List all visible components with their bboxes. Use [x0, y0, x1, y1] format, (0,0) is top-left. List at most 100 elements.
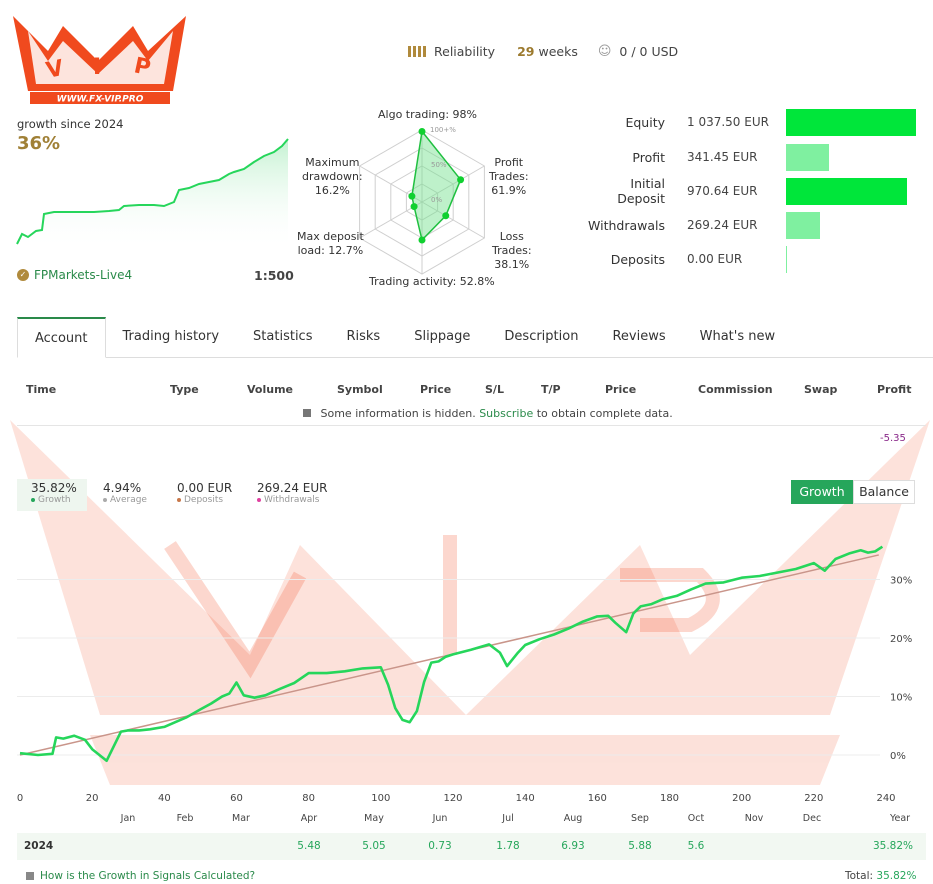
column-header[interactable]: T/P: [541, 383, 561, 396]
svg-text:I: I: [93, 55, 101, 80]
tab-what-s-new[interactable]: What's new: [699, 329, 776, 344]
equity-row-value: 341.45 EUR: [687, 150, 758, 164]
legend-withdrawals-value: 269.24 EUR: [257, 481, 328, 495]
month-value: 5.6: [687, 840, 705, 852]
column-header[interactable]: Commission: [698, 383, 773, 396]
balance-button[interactable]: Balance: [853, 480, 915, 504]
month-value: 0.73: [428, 840, 452, 852]
legend-average[interactable]: Average: [103, 495, 147, 505]
month-value: 5.05: [362, 840, 386, 852]
legend-growth-highlight: [17, 479, 87, 511]
radar-point: [457, 176, 465, 184]
tab-trading-history[interactable]: Trading history: [122, 329, 220, 344]
y-tick-label: 30%: [890, 576, 912, 587]
lock-icon: [303, 409, 311, 417]
tab-risks[interactable]: Risks: [346, 329, 381, 344]
column-header[interactable]: Volume: [247, 383, 293, 396]
hidden-info-text-2: to obtain complete data.: [536, 407, 673, 420]
equity-row-value: 970.64 EUR: [687, 184, 758, 198]
legend-average-value: 4.94%: [103, 481, 142, 495]
column-header[interactable]: Profit: [877, 383, 912, 396]
table-divider: [17, 425, 926, 426]
legend-withdrawals[interactable]: Withdrawals: [257, 495, 319, 505]
equity-row: Withdrawals 269.24 EUR: [580, 211, 925, 239]
radar-tick-0: 0%: [431, 196, 442, 204]
year-row: [17, 833, 926, 860]
site-logo: V I P WWW.FX-VIP.PRO: [13, 16, 186, 105]
column-header[interactable]: Swap: [804, 383, 838, 396]
month-value: 1.78: [496, 840, 520, 852]
tab-bar: Account Trading history Statistics Risks Sli…: [17, 317, 933, 358]
month-label: Jun: [432, 813, 448, 824]
x-tick-label: 200: [732, 793, 751, 804]
tab-account[interactable]: Account: [17, 317, 106, 358]
x-tick-label: 0: [17, 793, 23, 804]
equity-row-bar: [786, 211, 820, 239]
column-header[interactable]: Price: [420, 383, 452, 396]
month-label: Nov: [744, 813, 764, 824]
leverage-value: 1:500: [254, 268, 294, 283]
radar-label-activity: Trading activity: 52.8%: [369, 275, 495, 288]
svg-text:V: V: [44, 56, 66, 84]
tab-slippage[interactable]: Slippage: [414, 329, 471, 344]
radar-axis: [421, 165, 485, 203]
x-tick-label: 120: [443, 793, 462, 804]
svg-text:P: P: [132, 53, 153, 81]
y-tick-label: 0%: [890, 751, 906, 762]
radar-label-loss: Loss Trades: 38.1%: [492, 230, 532, 271]
verified-shield-icon: ✓: [17, 269, 29, 281]
x-tick-label: 60: [230, 793, 243, 804]
month-label: Year: [889, 813, 911, 824]
y-tick-label: 10%: [890, 693, 912, 704]
growth-series-line: [19, 545, 884, 763]
x-tick-label: 40: [158, 793, 171, 804]
equity-row-label: Profit: [632, 149, 665, 165]
year-label: 2024: [24, 840, 54, 852]
radar-point: [442, 212, 450, 220]
equity-row: Equity 1 037.50 EUR: [580, 108, 925, 136]
legend-deposits-value: 0.00 EUR: [177, 481, 233, 495]
equity-row: Profit 341.45 EUR: [580, 143, 925, 171]
month-label: Jan: [120, 813, 136, 824]
growth-since-label: growth since 2024: [17, 117, 124, 131]
growth-calc-link[interactable]: How is the Growth in Signals Calculated?: [26, 870, 255, 882]
y-tick-label: 20%: [890, 634, 912, 645]
equity-row-bar: [786, 177, 907, 205]
tab-reviews[interactable]: Reviews: [612, 329, 666, 344]
weeks-value: 29: [517, 44, 535, 59]
broker-name: FPMarkets-Live4: [34, 268, 133, 282]
growth-chart: 0% 10% 20% 30% 0 20 40 60 80 100 120 140 160 180 200 22…: [17, 545, 912, 804]
x-tick-label: 220: [804, 793, 823, 804]
legend-growth[interactable]: Growth: [31, 495, 71, 505]
column-header[interactable]: Time: [26, 383, 57, 396]
column-header[interactable]: Symbol: [337, 383, 383, 396]
legend-deposits[interactable]: Deposits: [177, 495, 223, 505]
column-header[interactable]: Type: [170, 383, 199, 396]
growth-percent: 36%: [17, 133, 61, 154]
month-label: May: [364, 813, 384, 824]
x-tick-label: 160: [588, 793, 607, 804]
month-label: Aug: [563, 813, 583, 824]
hidden-info-notice: Some information is hidden. Subscribe to…: [303, 407, 673, 420]
x-tick-label: 140: [516, 793, 535, 804]
x-tick-label: 240: [876, 793, 895, 804]
radar-tick-50: 50%: [431, 161, 447, 169]
radar-point: [418, 127, 426, 135]
tab-statistics[interactable]: Statistics: [253, 329, 313, 344]
month-label: Mar: [232, 813, 250, 824]
radar-label-drawdown: Maximum drawdown: 16.2%: [302, 156, 363, 197]
growth-button[interactable]: Growth: [791, 480, 853, 504]
profit-value: -5.35: [880, 433, 906, 444]
weeks-label: weeks: [538, 44, 578, 59]
equity-row-bar: [786, 245, 787, 273]
column-header[interactable]: S/L: [485, 383, 504, 396]
month-value: 6.93: [561, 840, 585, 852]
question-icon: [26, 872, 34, 880]
month-value: 5.88: [628, 840, 652, 852]
column-header[interactable]: Price: [605, 383, 637, 396]
month-label: Apr: [300, 813, 318, 824]
tab-description[interactable]: Description: [504, 329, 579, 344]
broker-link[interactable]: ✓ FPMarkets-Live4: [17, 268, 132, 282]
subscribe-link[interactable]: Subscribe: [479, 407, 534, 420]
equity-row-label: Equity: [625, 114, 665, 130]
